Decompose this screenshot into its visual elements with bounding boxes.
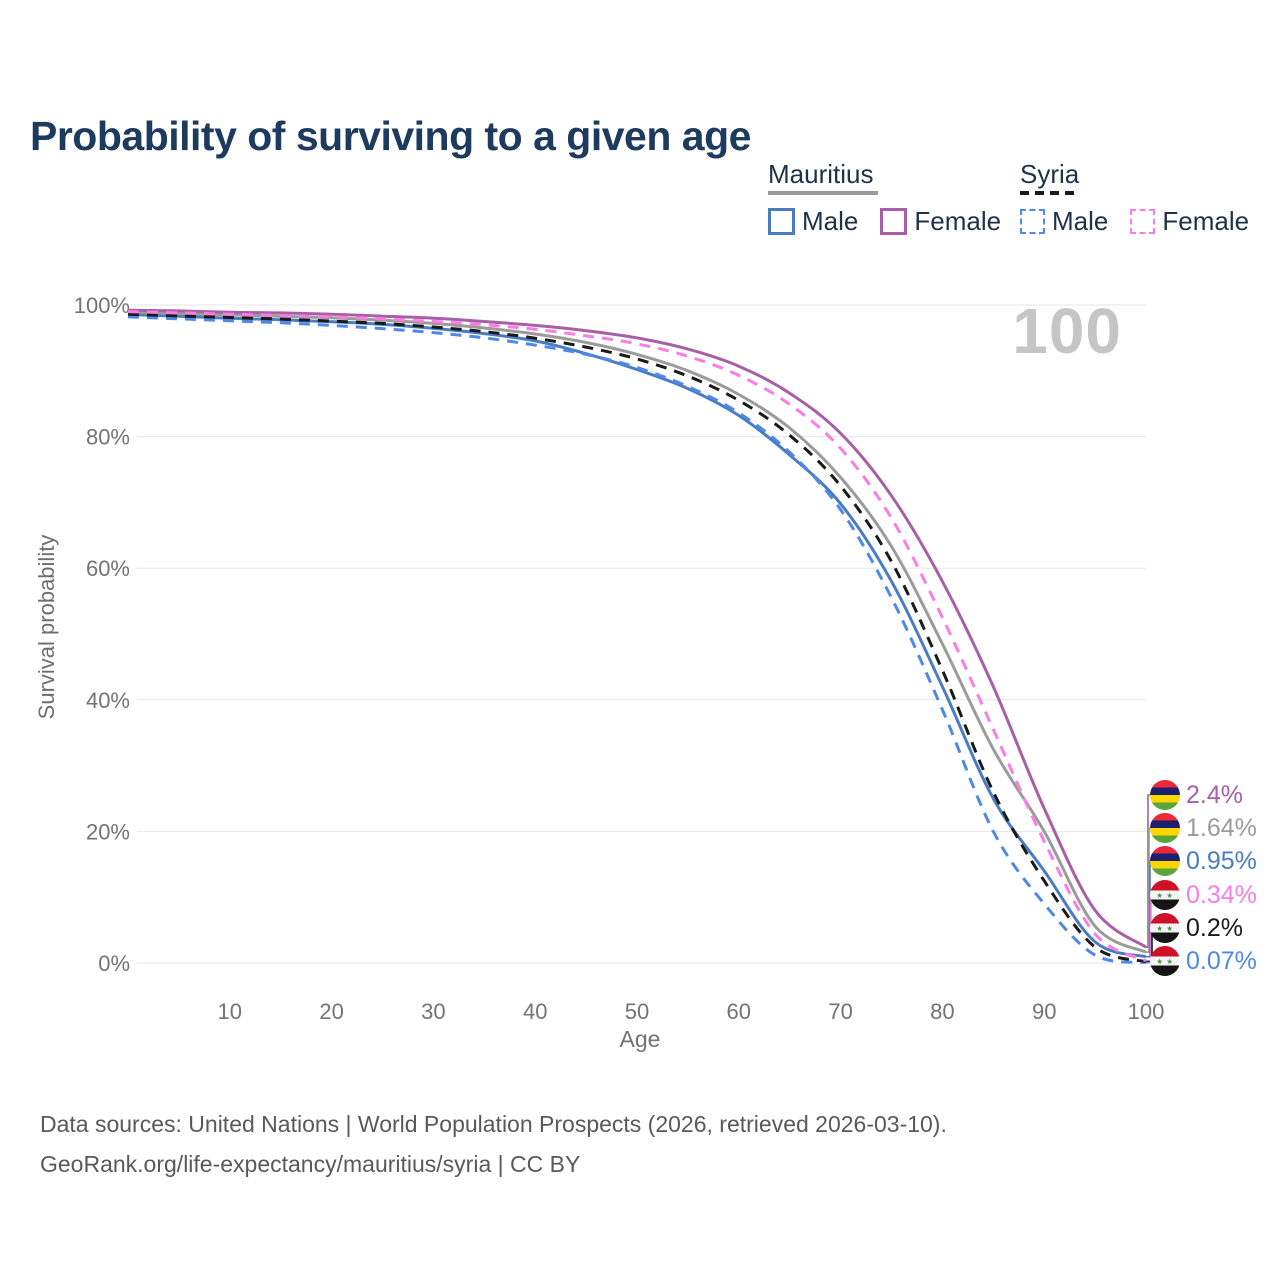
- syria-flag-icon: [1150, 913, 1180, 943]
- x-tick-label: 20: [319, 999, 343, 1024]
- x-axis: 10 20 30 40 50 60 70 80 90 100 Age: [218, 999, 1165, 1052]
- syria-flag-icon: [1150, 946, 1180, 976]
- syria-flag-icon: [1150, 880, 1180, 910]
- legend-group-syria: Syria Male Female: [1020, 159, 1249, 236]
- legend-group-mauritius: Mauritius Male Female: [768, 159, 1001, 236]
- curve-syria[interactable]: [127, 312, 1147, 964]
- x-axis-title: Age: [620, 1026, 661, 1052]
- mauritius-female-swatch-icon: [880, 208, 908, 235]
- legend-syria-label[interactable]: Syria: [1020, 159, 1080, 189]
- y-axis-title: Survival probability: [34, 534, 59, 720]
- x-tick-label: 50: [625, 999, 649, 1024]
- curve-syria-female[interactable]: [127, 310, 1147, 963]
- legend-mauritius-label[interactable]: Mauritius: [768, 159, 874, 189]
- x-tick-label: 10: [218, 999, 242, 1024]
- y-tick-label: 60%: [86, 556, 130, 581]
- y-tick-label: 40%: [86, 688, 130, 713]
- y-tick-label: 80%: [86, 425, 130, 450]
- footer-link: GeoRank.org/life-expectancy/mauritius/sy…: [40, 1151, 581, 1177]
- footer-note: Data sources: United Nations | World Pop…: [40, 1104, 947, 1184]
- end-value: 2.4%: [1186, 780, 1243, 809]
- mauritius-flag-icon: [1150, 813, 1180, 843]
- end-label-syria-male[interactable]: 0.07%: [1150, 944, 1257, 978]
- y-tick-label: 0%: [98, 951, 130, 976]
- syria-female-swatch-icon: [1130, 209, 1156, 234]
- mauritius-male-swatch-icon: [768, 208, 795, 235]
- end-value: 0.07%: [1186, 946, 1257, 975]
- x-tick-label: 40: [523, 999, 547, 1024]
- end-label-mauritius-all[interactable]: 1.64%: [1150, 811, 1257, 845]
- curve-syria-male[interactable]: [127, 315, 1147, 964]
- x-tick-label: 30: [421, 999, 445, 1024]
- page-title: Probability of surviving to a given age: [30, 113, 751, 160]
- age-counter-watermark: 100: [1012, 295, 1122, 367]
- legend-mauritius-female-label: Female: [914, 206, 1002, 236]
- gridlines: 0% 20% 40% 60% 80% 100%: [74, 293, 1146, 976]
- syria-line-swatch-icon: [1020, 191, 1078, 195]
- end-label-mauritius-male[interactable]: 0.95%: [1150, 844, 1257, 878]
- x-tick-label: 60: [727, 999, 751, 1024]
- x-tick-label: 70: [828, 999, 852, 1024]
- end-value: 0.34%: [1186, 880, 1257, 909]
- y-tick-label: 20%: [86, 819, 130, 844]
- curve-mauritius-male[interactable]: [127, 313, 1147, 959]
- x-tick-label: 100: [1128, 999, 1165, 1024]
- curve-mauritius-female[interactable]: [127, 308, 1147, 949]
- syria-male-swatch-icon: [1020, 209, 1045, 234]
- curve-mauritius[interactable]: [127, 310, 1147, 954]
- end-label-syria-all[interactable]: 0.2%: [1150, 911, 1243, 945]
- legend-item-syria-female[interactable]: Female: [1130, 206, 1249, 237]
- end-value: 0.95%: [1186, 846, 1257, 875]
- legend-item-mauritius-male[interactable]: Male: [768, 206, 858, 237]
- end-value: 1.64%: [1186, 813, 1257, 842]
- legend-item-mauritius-female[interactable]: Female: [880, 206, 1001, 237]
- x-tick-label: 80: [930, 999, 954, 1024]
- end-label-mauritius-female[interactable]: 2.4%: [1150, 778, 1243, 812]
- footer-sources: Data sources: United Nations | World Pop…: [40, 1111, 947, 1137]
- mauritius-flag-icon: [1150, 846, 1180, 876]
- end-value: 0.2%: [1186, 913, 1243, 942]
- legend-mauritius-male-label: Male: [802, 206, 859, 236]
- mauritius-flag-icon: [1150, 780, 1180, 810]
- legend-item-syria-male[interactable]: Male: [1020, 206, 1108, 237]
- mauritius-line-swatch-icon: [768, 191, 878, 195]
- x-tick-label: 90: [1032, 999, 1056, 1024]
- y-tick-label: 100%: [74, 293, 130, 318]
- end-label-syria-female[interactable]: 0.34%: [1150, 878, 1257, 912]
- legend-syria-male-label: Male: [1052, 206, 1109, 236]
- legend-syria-female-label: Female: [1162, 206, 1250, 236]
